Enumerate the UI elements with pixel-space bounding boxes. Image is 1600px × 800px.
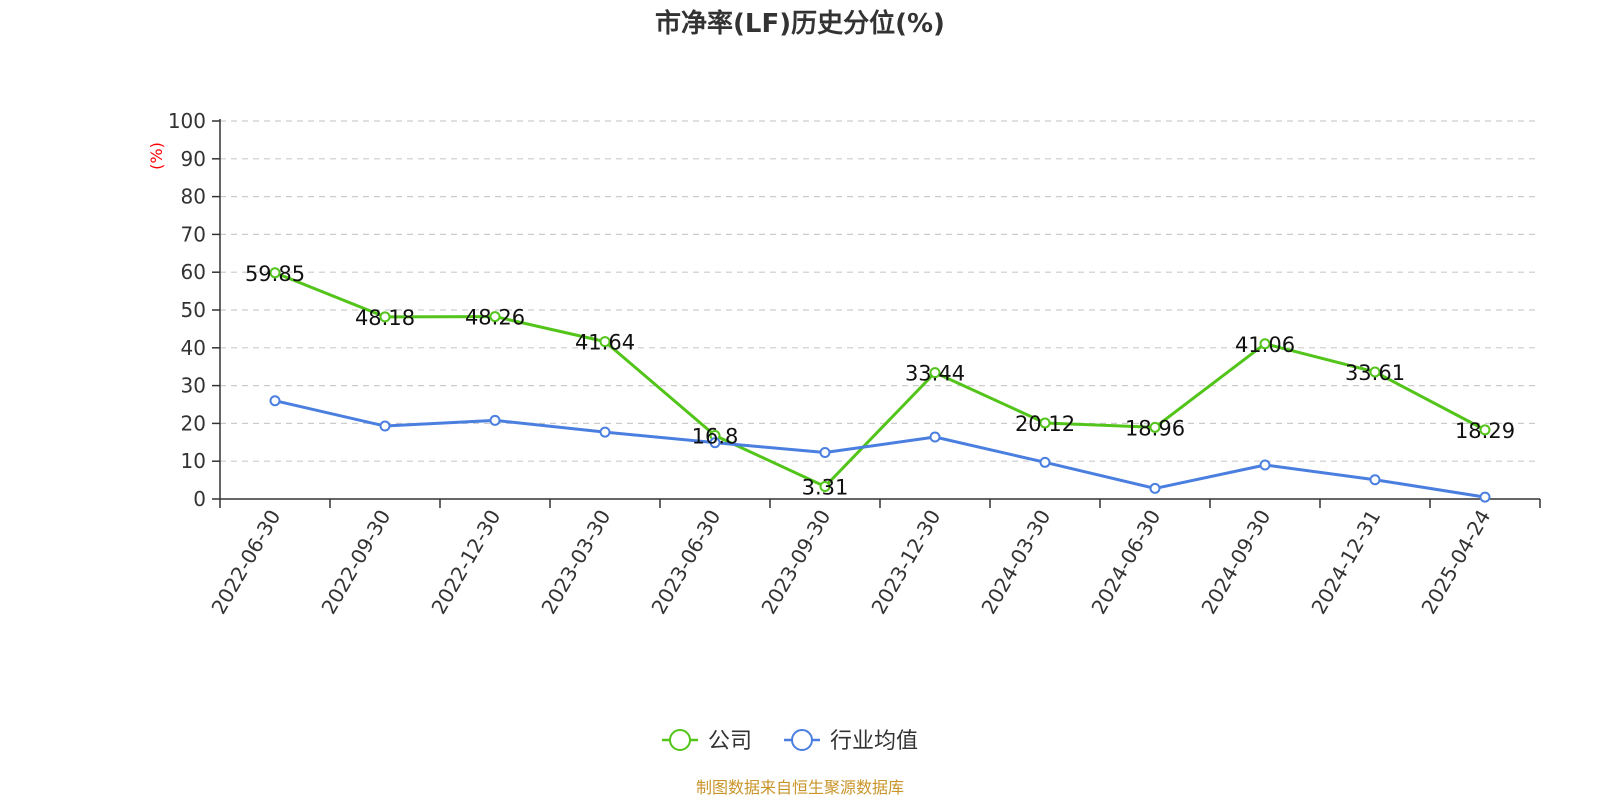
grid-lines [220, 120, 1540, 462]
data-point[interactable] [379, 420, 391, 432]
x-tick-label: 2023-03-30 [536, 506, 615, 619]
legend-item-0[interactable]: 公司 [662, 729, 752, 754]
data-point[interactable] [1369, 366, 1381, 378]
data-point[interactable] [929, 367, 941, 379]
x-tick-label: 2022-09-30 [316, 506, 395, 619]
x-tick-label: 2025-04-24 [1416, 506, 1495, 619]
data-point[interactable] [1479, 491, 1491, 503]
x-tick-label: 2023-06-30 [646, 506, 725, 619]
data-point[interactable] [379, 311, 391, 323]
data-label: 41.64 [575, 331, 635, 355]
data-point[interactable] [1039, 456, 1051, 468]
data-point[interactable] [1259, 459, 1271, 471]
data-point[interactable] [1259, 338, 1271, 350]
y-tick-label: 60 [181, 260, 206, 284]
data-point[interactable] [819, 447, 831, 459]
data-point[interactable] [1369, 474, 1381, 486]
series-line-1 [274, 399, 1486, 499]
x-tick-label: 2024-03-30 [976, 506, 1055, 619]
y-axis-label: (%) [147, 142, 166, 170]
legend-marker-icon [791, 729, 813, 751]
data-label: 33.61 [1345, 361, 1405, 385]
data-labels: 59.85 48.18 48.26 41.64 16.8 3.31 33.44 20.12 18… [245, 262, 1515, 500]
data-point[interactable] [1039, 417, 1051, 429]
y-tick-label: 70 [181, 222, 206, 246]
y-tick-label: 90 [181, 147, 206, 171]
data-point[interactable] [1479, 424, 1491, 436]
legend-label: 公司 [708, 729, 752, 754]
x-tick-label: 2023-09-30 [756, 506, 835, 619]
data-label: 41.06 [1235, 333, 1295, 357]
data-label: 3.31 [802, 475, 849, 499]
data-point[interactable] [709, 437, 721, 449]
data-point[interactable] [489, 311, 501, 323]
data-point[interactable] [1149, 482, 1161, 494]
x-tick-label: 2024-09-30 [1196, 506, 1275, 619]
data-label: 33.44 [905, 362, 965, 386]
data-label: 16.8 [692, 424, 739, 448]
legend[interactable]: 公司 行业均值 [662, 729, 918, 754]
data-point[interactable] [269, 267, 281, 279]
legend-label: 行业均值 [830, 729, 918, 754]
x-tick-label: 2024-06-30 [1086, 506, 1165, 619]
data-point[interactable] [489, 414, 501, 426]
y-tick-label: 30 [181, 374, 206, 398]
x-tick-label: 2023-12-30 [866, 506, 945, 619]
data-source-note: 制图数据来自恒生聚源数据库 [696, 778, 904, 797]
data-point[interactable] [1149, 421, 1161, 433]
data-point[interactable] [929, 431, 941, 443]
y-tick-label: 40 [181, 336, 206, 360]
axes: 0 10 20 30 40 50 60 70 80 90 100 2022-06-30 2022-09-… [168, 109, 1541, 619]
data-label: 48.26 [465, 306, 525, 330]
data-label: 48.18 [355, 306, 415, 330]
data-point[interactable] [599, 336, 611, 348]
y-tick-label: 20 [181, 411, 206, 435]
series-lines [269, 267, 1491, 503]
legend-marker-icon [669, 729, 691, 751]
data-label: 18.96 [1125, 416, 1185, 440]
data-label: 18.29 [1455, 419, 1515, 443]
data-point[interactable] [819, 480, 831, 492]
series-line-0 [274, 271, 1486, 488]
y-tick-label: 10 [181, 449, 206, 473]
y-tick-label: 80 [181, 185, 206, 209]
y-tick-label: 0 [193, 487, 206, 511]
data-label: 59.85 [245, 262, 305, 286]
data-point[interactable] [599, 426, 611, 438]
y-tick-label: 100 [168, 109, 206, 133]
data-point[interactable] [269, 395, 281, 407]
x-tick-label: 2022-12-30 [426, 506, 505, 619]
y-tick-label: 50 [181, 298, 206, 322]
x-tick-label: 2024-12-31 [1306, 506, 1385, 619]
chart-title: 市净率(LF)历史分位(%) [655, 8, 945, 39]
x-tick-label: 2022-06-30 [206, 506, 285, 619]
data-label: 20.12 [1015, 412, 1075, 436]
legend-item-1[interactable]: 行业均值 [784, 729, 918, 754]
